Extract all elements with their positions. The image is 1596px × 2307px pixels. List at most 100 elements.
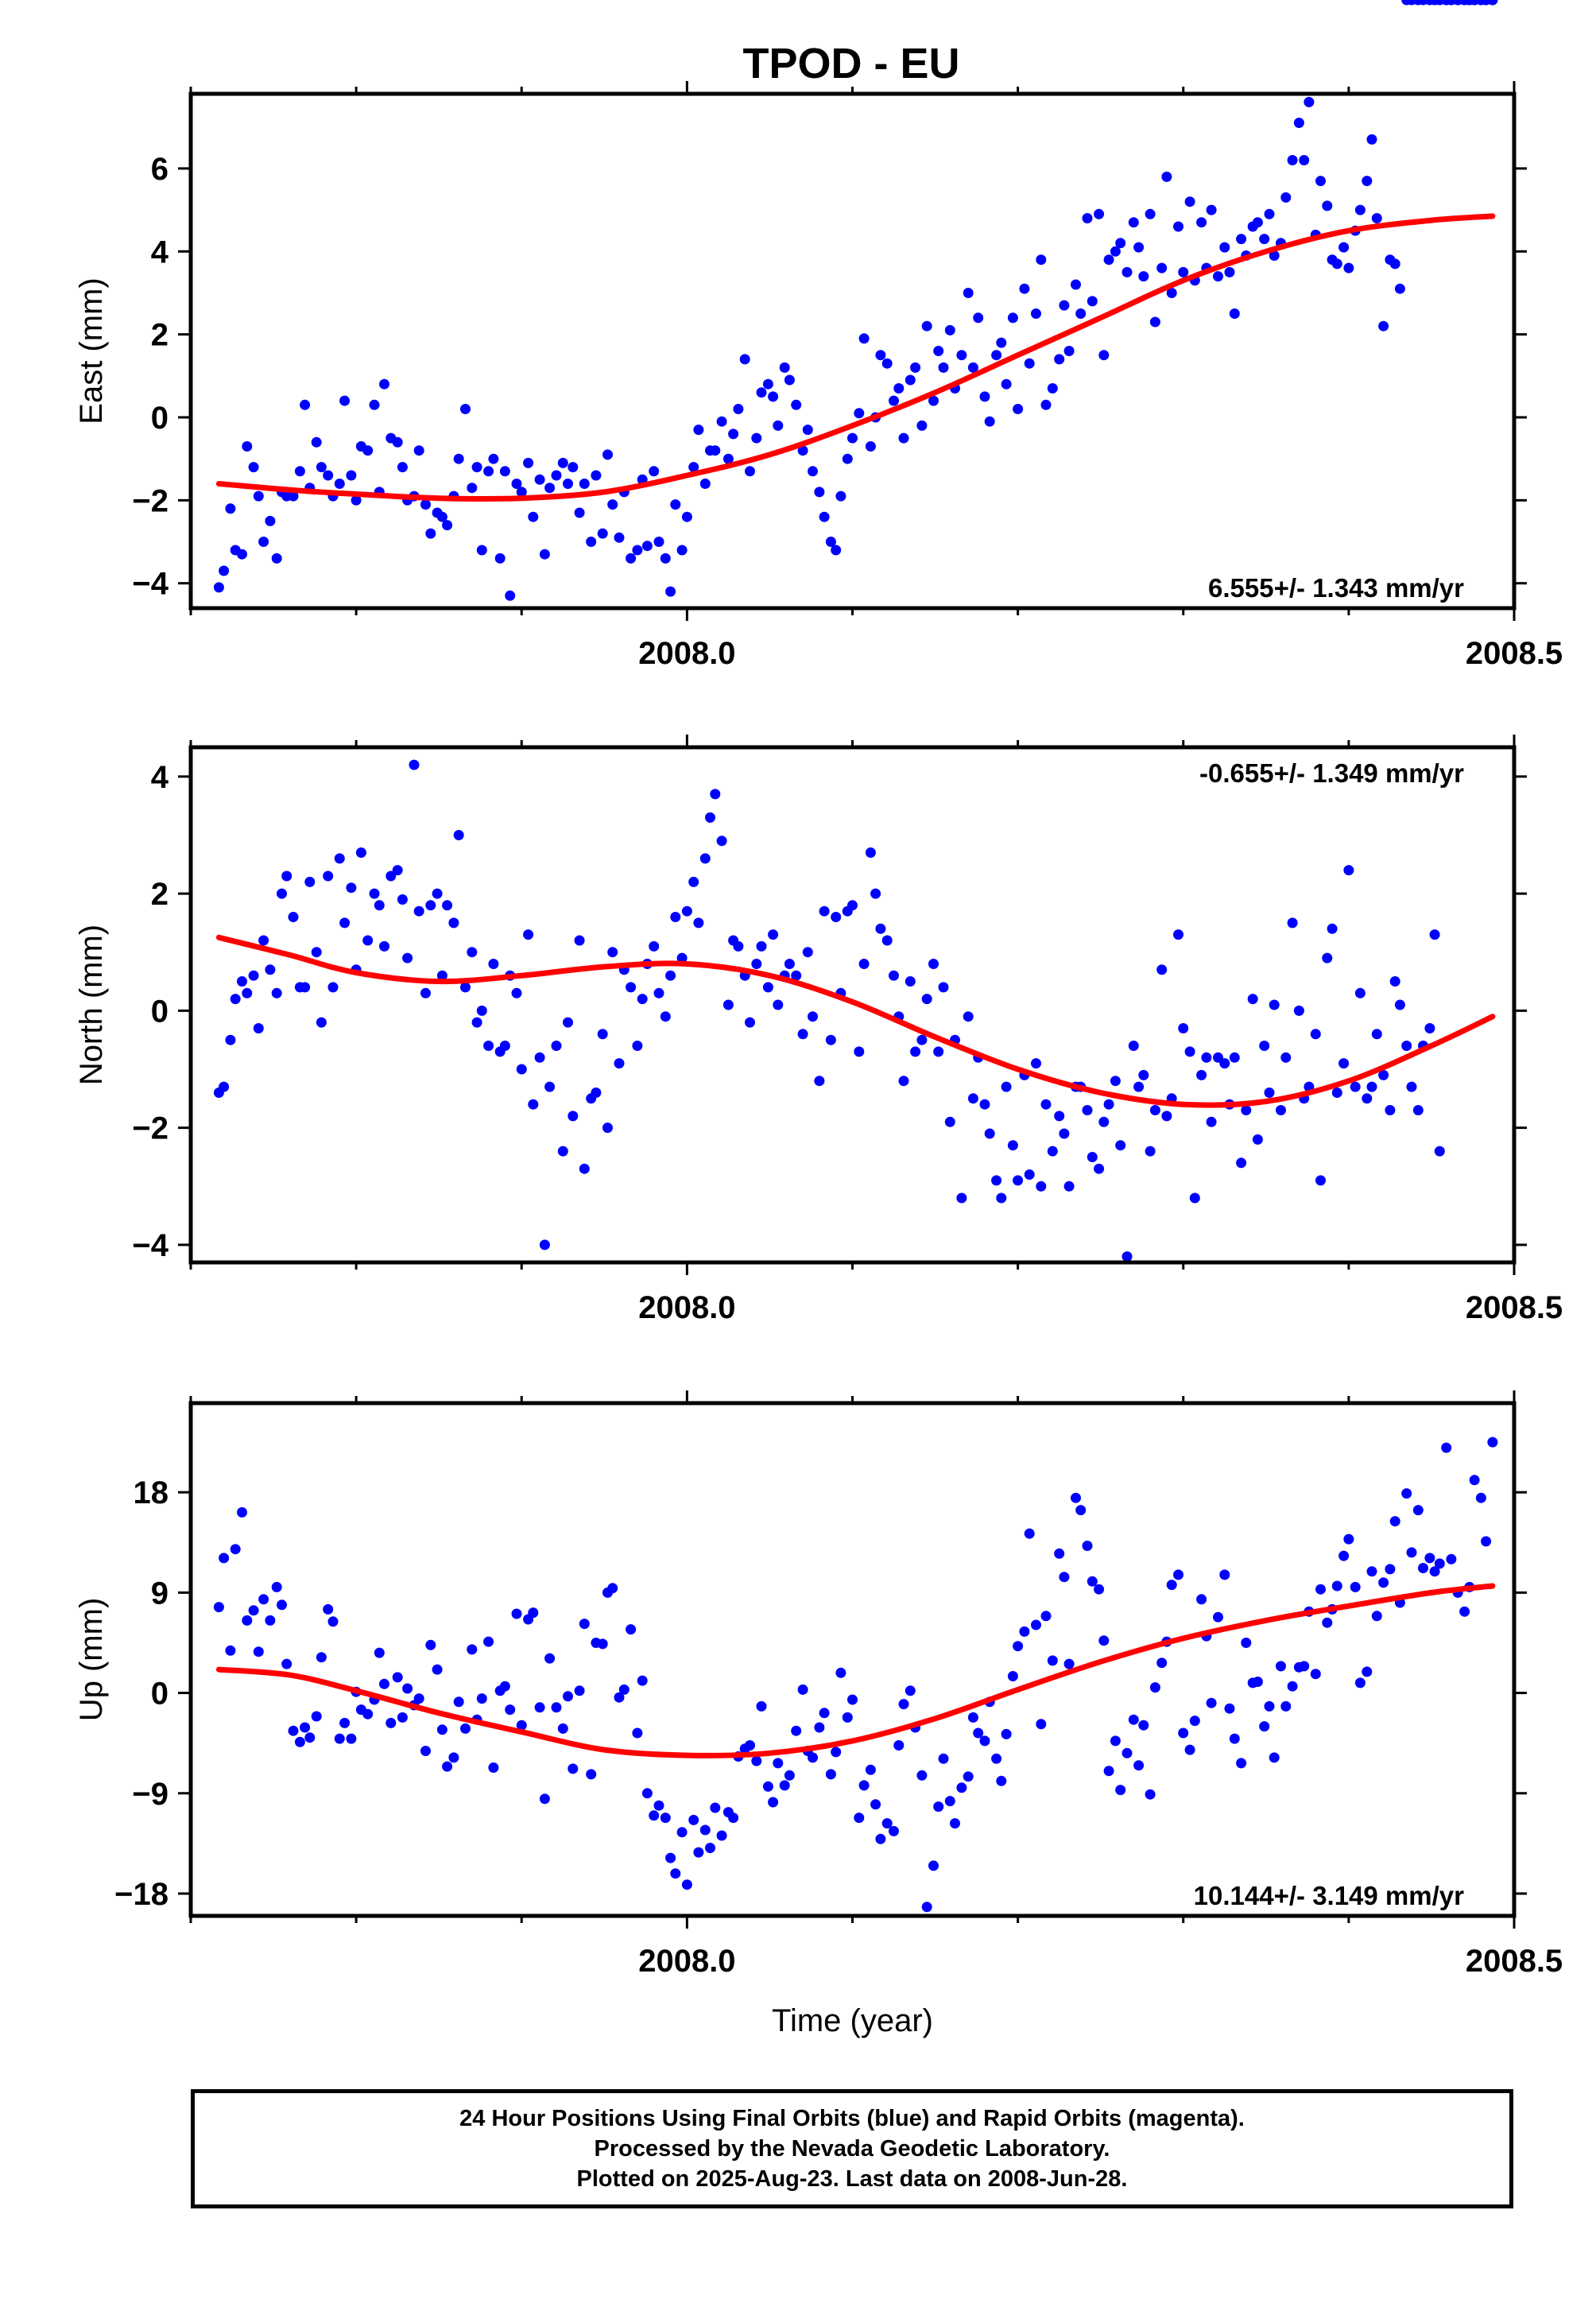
data-point (505, 1704, 516, 1716)
data-point (756, 1700, 767, 1712)
data-point (1110, 246, 1121, 257)
data-point (237, 1506, 247, 1518)
data-point (579, 479, 590, 489)
data-point (1446, 1553, 1457, 1564)
data-point (1156, 964, 1168, 975)
panel-north: 2008.0 2008.5 −4 −2 0 2 4 North (mm) -0.655+/- 1… (74, 0, 1563, 1325)
data-point (1315, 176, 1326, 187)
data-point (716, 416, 727, 427)
data-point (963, 1011, 974, 1022)
data-point (271, 1581, 282, 1592)
data-point (476, 1693, 487, 1704)
data-point (374, 1647, 385, 1658)
data-point (1424, 1023, 1435, 1033)
data-point (842, 1712, 853, 1723)
data-point (1047, 383, 1058, 394)
data-point (237, 549, 247, 560)
data-point (1013, 1641, 1024, 1652)
data-point (1178, 1727, 1189, 1739)
data-point (551, 1041, 562, 1051)
data-point (369, 399, 380, 410)
y-tick-label: −2 (132, 483, 169, 518)
data-point (1276, 1661, 1286, 1672)
data-point (921, 994, 932, 1005)
data-point (956, 1192, 967, 1204)
data-point (653, 1800, 664, 1811)
data-point (660, 1813, 671, 1824)
data-point (1145, 1146, 1156, 1157)
data-point (258, 935, 269, 946)
data-point (528, 1099, 539, 1110)
data-point (1149, 1682, 1160, 1693)
data-point (258, 1594, 269, 1605)
data-point (219, 565, 230, 576)
data-point (1184, 1046, 1195, 1057)
data-point (1394, 999, 1405, 1010)
data-point (442, 520, 453, 531)
data-point (1013, 404, 1024, 414)
footer-line-orbits: 24 Hour Positions Using Final Orbits (bl… (459, 2106, 1245, 2131)
data-point (311, 1711, 322, 1722)
data-point (1252, 1134, 1263, 1145)
data-point (814, 1722, 825, 1733)
data-point (1103, 1766, 1114, 1777)
data-point (253, 490, 264, 502)
data-point (773, 420, 784, 431)
y-tick-label: 9 (151, 1576, 169, 1611)
y-tick-label: −9 (132, 1777, 169, 1812)
data-point (1110, 1735, 1121, 1747)
data-point (369, 888, 380, 899)
data-point (881, 935, 893, 946)
data-point (1156, 1658, 1168, 1669)
data-point (1412, 1105, 1424, 1115)
data-point (1280, 192, 1292, 203)
data-point (1264, 208, 1275, 219)
data-point (893, 383, 905, 394)
data-point (1059, 300, 1070, 311)
data-point (779, 362, 790, 373)
data-point (984, 1128, 995, 1139)
data-point (1366, 1081, 1377, 1092)
data-point (385, 870, 397, 882)
data-point (991, 350, 1002, 361)
data-point (579, 1163, 590, 1174)
data-point (847, 900, 858, 911)
data-point (1087, 296, 1098, 307)
data-point (858, 959, 870, 969)
data-point (544, 483, 556, 494)
data-point (898, 1699, 909, 1710)
data-point (1378, 1069, 1389, 1080)
data-point (453, 830, 464, 840)
data-point (467, 1644, 478, 1655)
data-point (413, 445, 424, 456)
data-point (676, 952, 688, 964)
data-point (442, 900, 453, 911)
data-point (448, 917, 459, 929)
data-point (705, 1843, 715, 1853)
data-point (933, 1046, 944, 1057)
data-point (1082, 213, 1093, 223)
data-point (1280, 1700, 1292, 1712)
data-point (607, 947, 618, 958)
data-point (963, 288, 974, 298)
data-point (875, 1833, 886, 1844)
data-point (670, 1868, 681, 1879)
data-point (870, 888, 881, 899)
data-point (574, 507, 585, 518)
y-tick-label: 0 (151, 1677, 169, 1712)
data-point (1354, 987, 1366, 998)
data-point (1063, 1181, 1075, 1192)
data-point (1166, 288, 1177, 298)
data-point (921, 1902, 932, 1913)
data-point (277, 1599, 287, 1611)
data-point (1343, 1533, 1354, 1545)
data-point (1429, 929, 1440, 940)
data-point (1071, 1492, 1081, 1503)
data-point (300, 1722, 311, 1733)
data-point (534, 474, 545, 485)
data-point (1149, 316, 1160, 328)
data-point (516, 1064, 527, 1075)
data-point (281, 1658, 292, 1669)
data-point (242, 1615, 253, 1626)
